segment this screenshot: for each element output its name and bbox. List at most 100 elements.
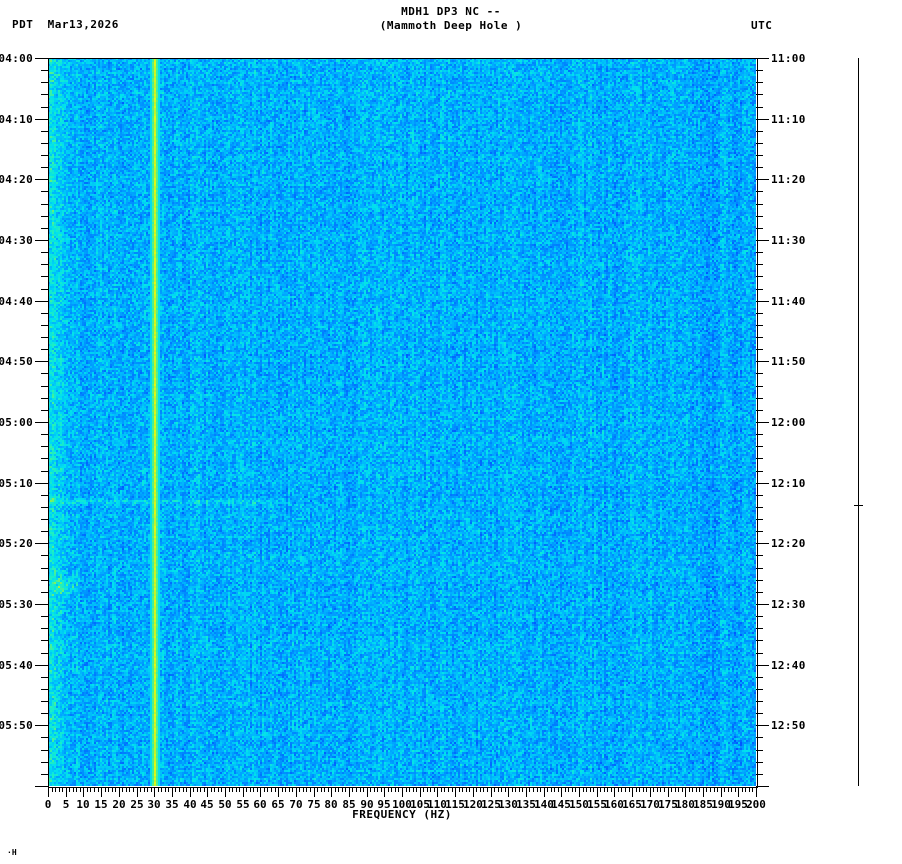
time-tick-right-major	[756, 361, 769, 362]
time-tick-left-minor	[41, 82, 48, 83]
freq-tick-minor	[717, 787, 718, 792]
freq-tick-major	[154, 787, 155, 797]
freq-tick-minor	[129, 787, 130, 792]
freq-tick-minor	[413, 787, 414, 792]
freq-tick-minor	[321, 787, 322, 792]
freq-label: 100	[392, 798, 412, 811]
time-tick-right-minor	[756, 204, 763, 205]
time-tick-left-major	[35, 483, 48, 484]
time-label-left: 04:50	[0, 355, 33, 368]
time-label-right: 12:10	[771, 477, 806, 490]
time-tick-left-major	[35, 301, 48, 302]
time-tick-left-minor	[41, 737, 48, 738]
time-tick-right-minor	[756, 713, 763, 714]
time-tick-left-minor	[41, 131, 48, 132]
freq-tick-major	[66, 787, 67, 797]
time-tick-right-minor	[756, 580, 763, 581]
freq-tick-major	[756, 787, 757, 797]
freq-tick-minor	[639, 787, 640, 792]
freq-tick-minor	[586, 787, 587, 792]
freq-tick-major	[632, 787, 633, 797]
freq-tick-minor	[476, 787, 477, 792]
freq-tick-major	[508, 787, 509, 797]
time-tick-left-major	[35, 58, 48, 59]
time-tick-right-major	[756, 665, 769, 666]
freq-tick-minor	[374, 787, 375, 792]
freq-tick-major	[579, 787, 580, 797]
freq-tick-minor	[105, 787, 106, 792]
freq-tick-minor	[204, 787, 205, 792]
time-tick-right-major	[756, 240, 769, 241]
freq-tick-major	[544, 787, 545, 797]
freq-tick-minor	[423, 787, 424, 792]
time-label-left: 04:30	[0, 234, 33, 247]
time-tick-right-minor	[756, 70, 763, 71]
freq-tick-minor	[657, 787, 658, 792]
freq-tick-minor	[409, 787, 410, 792]
time-tick-right-minor	[756, 689, 763, 690]
freq-tick-minor	[434, 787, 435, 792]
time-tick-right-minor	[756, 507, 763, 508]
freq-tick-minor	[430, 787, 431, 792]
time-tick-right-minor	[756, 568, 763, 569]
freq-tick-minor	[115, 787, 116, 792]
freq-label: 145	[551, 798, 571, 811]
time-tick-left-minor	[41, 191, 48, 192]
time-tick-right-minor	[756, 628, 763, 629]
freq-tick-major	[296, 787, 297, 797]
time-tick-left-minor	[41, 143, 48, 144]
freq-tick-minor	[140, 787, 141, 792]
timezone-right-label: UTC	[751, 19, 773, 32]
freq-tick-major	[48, 787, 49, 797]
freq-tick-major	[83, 787, 84, 797]
freq-tick-minor	[218, 787, 219, 792]
time-tick-left-major	[35, 543, 48, 544]
freq-tick-minor	[660, 787, 661, 792]
freq-tick-minor	[76, 787, 77, 792]
colorbar-axis-line	[858, 58, 859, 786]
time-label-right: 11:30	[771, 234, 806, 247]
time-label-left: 05:30	[0, 598, 33, 611]
time-tick-right-minor	[756, 762, 763, 763]
freq-tick-minor	[328, 787, 329, 792]
time-tick-right-minor	[756, 107, 763, 108]
freq-tick-minor	[267, 787, 268, 792]
freq-tick-minor	[529, 787, 530, 792]
freq-tick-minor	[590, 787, 591, 792]
time-tick-right-major	[756, 604, 769, 605]
freq-tick-minor	[175, 787, 176, 792]
time-tick-left-major	[35, 725, 48, 726]
freq-tick-minor	[229, 787, 230, 792]
time-label-left: 04:10	[0, 113, 33, 126]
freq-tick-minor	[699, 787, 700, 792]
freq-tick-minor	[533, 787, 534, 792]
time-tick-left-minor	[41, 313, 48, 314]
freq-tick-minor	[289, 787, 290, 792]
time-tick-left-minor	[41, 228, 48, 229]
time-tick-left-minor	[41, 762, 48, 763]
freq-tick-minor	[583, 787, 584, 792]
freq-tick-minor	[200, 787, 201, 792]
freq-label: 5	[62, 798, 70, 811]
freq-tick-minor	[724, 787, 725, 792]
freq-tick-minor	[459, 787, 460, 792]
spectrogram-plot[interactable]	[48, 58, 756, 786]
freq-tick-minor	[678, 787, 679, 792]
freq-label: 160	[604, 798, 624, 811]
time-tick-left-minor	[41, 446, 48, 447]
time-tick-left-major	[35, 422, 48, 423]
freq-tick-major	[278, 787, 279, 797]
time-tick-left-minor	[41, 713, 48, 714]
time-tick-right-minor	[756, 313, 763, 314]
freq-label: 45	[200, 798, 214, 811]
time-tick-left-minor	[41, 616, 48, 617]
freq-label: 90	[360, 798, 374, 811]
freq-tick-major	[455, 787, 456, 797]
time-tick-left-minor	[41, 458, 48, 459]
freq-tick-minor	[572, 787, 573, 792]
freq-tick-minor	[483, 787, 484, 792]
time-tick-right-minor	[756, 737, 763, 738]
time-tick-right-minor	[756, 276, 763, 277]
freq-label: 30	[147, 798, 161, 811]
freq-tick-minor	[52, 787, 53, 792]
